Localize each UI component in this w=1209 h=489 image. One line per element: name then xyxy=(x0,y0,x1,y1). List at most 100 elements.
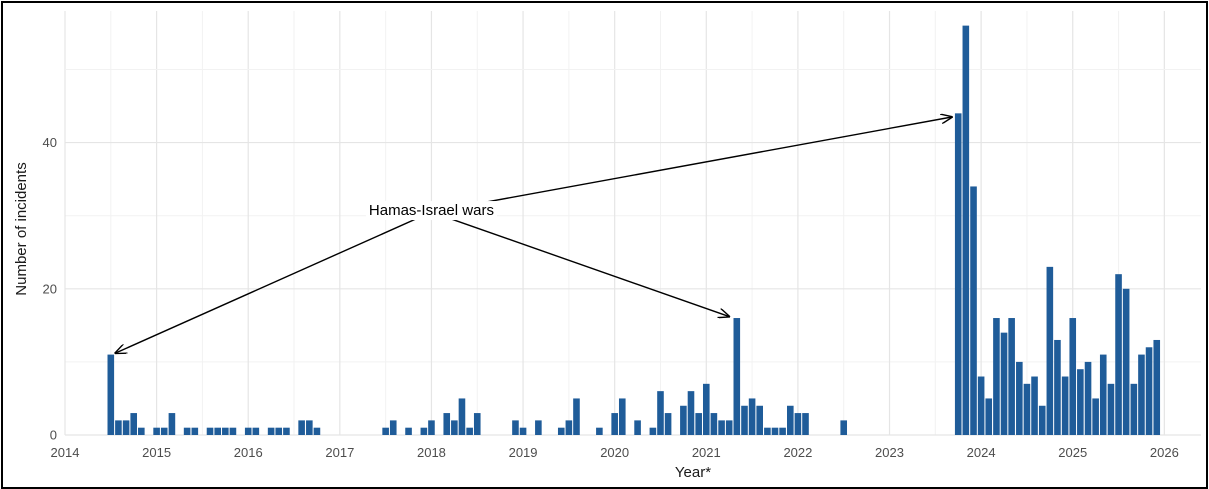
bar xyxy=(611,413,618,435)
bar xyxy=(443,413,451,435)
bar xyxy=(954,113,962,436)
bar xyxy=(466,427,473,435)
x-tick-label: 2016 xyxy=(234,445,263,460)
bar xyxy=(794,413,802,435)
bar xyxy=(756,405,763,435)
bar xyxy=(634,420,641,435)
gridlines xyxy=(64,11,1201,436)
bar xyxy=(313,427,321,435)
bar xyxy=(229,427,237,435)
bar xyxy=(1077,369,1084,435)
bar-chart: 2014 2015 2016 2017 2018 2019 2020 2021 2022 2023… xyxy=(13,11,1201,481)
bar xyxy=(405,427,412,435)
bars xyxy=(107,25,1161,436)
annotation-label: Hamas-Israel wars xyxy=(369,202,494,219)
x-tick-label: 2025 xyxy=(1058,445,1087,460)
bar xyxy=(1099,354,1107,435)
bar xyxy=(1000,332,1008,435)
bar xyxy=(718,420,725,435)
bar xyxy=(153,427,160,435)
bar xyxy=(993,318,1000,435)
bar xyxy=(206,427,214,435)
bar xyxy=(1145,347,1153,435)
bar xyxy=(252,427,260,435)
bar xyxy=(428,420,435,435)
x-tick-label: 2020 xyxy=(600,445,629,460)
bar xyxy=(1038,405,1046,435)
bar xyxy=(1069,318,1077,435)
x-tick-label: 2017 xyxy=(325,445,354,460)
bar xyxy=(618,398,626,435)
bar xyxy=(275,427,283,435)
bar xyxy=(680,405,687,435)
bar xyxy=(725,420,733,435)
x-tick-label: 2021 xyxy=(692,445,721,460)
bar xyxy=(389,420,397,435)
x-tick-label: 2014 xyxy=(51,445,80,460)
bar xyxy=(535,420,542,435)
bar xyxy=(512,420,519,435)
bar xyxy=(1130,383,1138,435)
bar xyxy=(657,391,664,435)
bar xyxy=(779,427,786,435)
bar xyxy=(702,383,710,435)
bar xyxy=(787,405,794,435)
bar xyxy=(565,420,573,435)
bar xyxy=(214,427,222,435)
bar xyxy=(1061,376,1069,435)
bar xyxy=(695,413,702,435)
annotation-label-bg xyxy=(365,201,497,221)
annotations: Hamas-Israel wars xyxy=(115,117,951,353)
bar xyxy=(1046,266,1054,435)
bar xyxy=(298,420,305,435)
bar xyxy=(962,25,970,435)
annotation-arrow xyxy=(431,117,951,213)
bar xyxy=(1092,398,1099,435)
bar xyxy=(283,427,290,435)
bar xyxy=(1153,339,1161,435)
bar xyxy=(764,427,771,435)
bar xyxy=(710,413,718,435)
x-axis-title: Year* xyxy=(675,464,711,481)
bar xyxy=(687,391,695,435)
bar xyxy=(115,420,122,435)
bar xyxy=(122,420,130,435)
bar xyxy=(802,413,809,435)
y-axis-title: Number of incidents xyxy=(13,162,30,295)
bar xyxy=(267,427,275,435)
x-tick-label: 2024 xyxy=(967,445,996,460)
x-tick-label: 2022 xyxy=(783,445,812,460)
bar xyxy=(985,398,993,435)
bar xyxy=(222,427,229,435)
y-tick-label: 40 xyxy=(43,135,57,150)
bar xyxy=(519,427,527,435)
bar xyxy=(557,427,565,435)
bar xyxy=(771,427,779,435)
x-tick-label: 2023 xyxy=(875,445,904,460)
bar xyxy=(1107,383,1115,435)
bar xyxy=(733,318,741,435)
bar xyxy=(458,398,466,435)
bar xyxy=(1023,383,1031,435)
bar xyxy=(970,186,977,435)
bar xyxy=(1084,361,1092,435)
bar xyxy=(596,427,603,435)
x-axis-ticks: 2014 2015 2016 2017 2018 2019 2020 2021 2022 2023… xyxy=(51,445,1179,460)
bar xyxy=(741,405,748,435)
bar xyxy=(130,413,138,435)
bar xyxy=(977,376,985,435)
y-tick-label: 0 xyxy=(50,428,57,443)
x-tick-label: 2015 xyxy=(142,445,171,460)
bar xyxy=(306,420,313,435)
bar xyxy=(664,413,672,435)
bar xyxy=(1138,354,1145,435)
bar xyxy=(107,354,115,435)
bar xyxy=(191,427,199,435)
y-axis-ticks: 0 20 40 xyxy=(43,135,57,442)
annotation-arrow xyxy=(431,211,729,317)
x-tick-label: 2026 xyxy=(1150,445,1179,460)
bar xyxy=(451,420,458,435)
bar xyxy=(573,398,580,435)
bar xyxy=(473,413,481,435)
